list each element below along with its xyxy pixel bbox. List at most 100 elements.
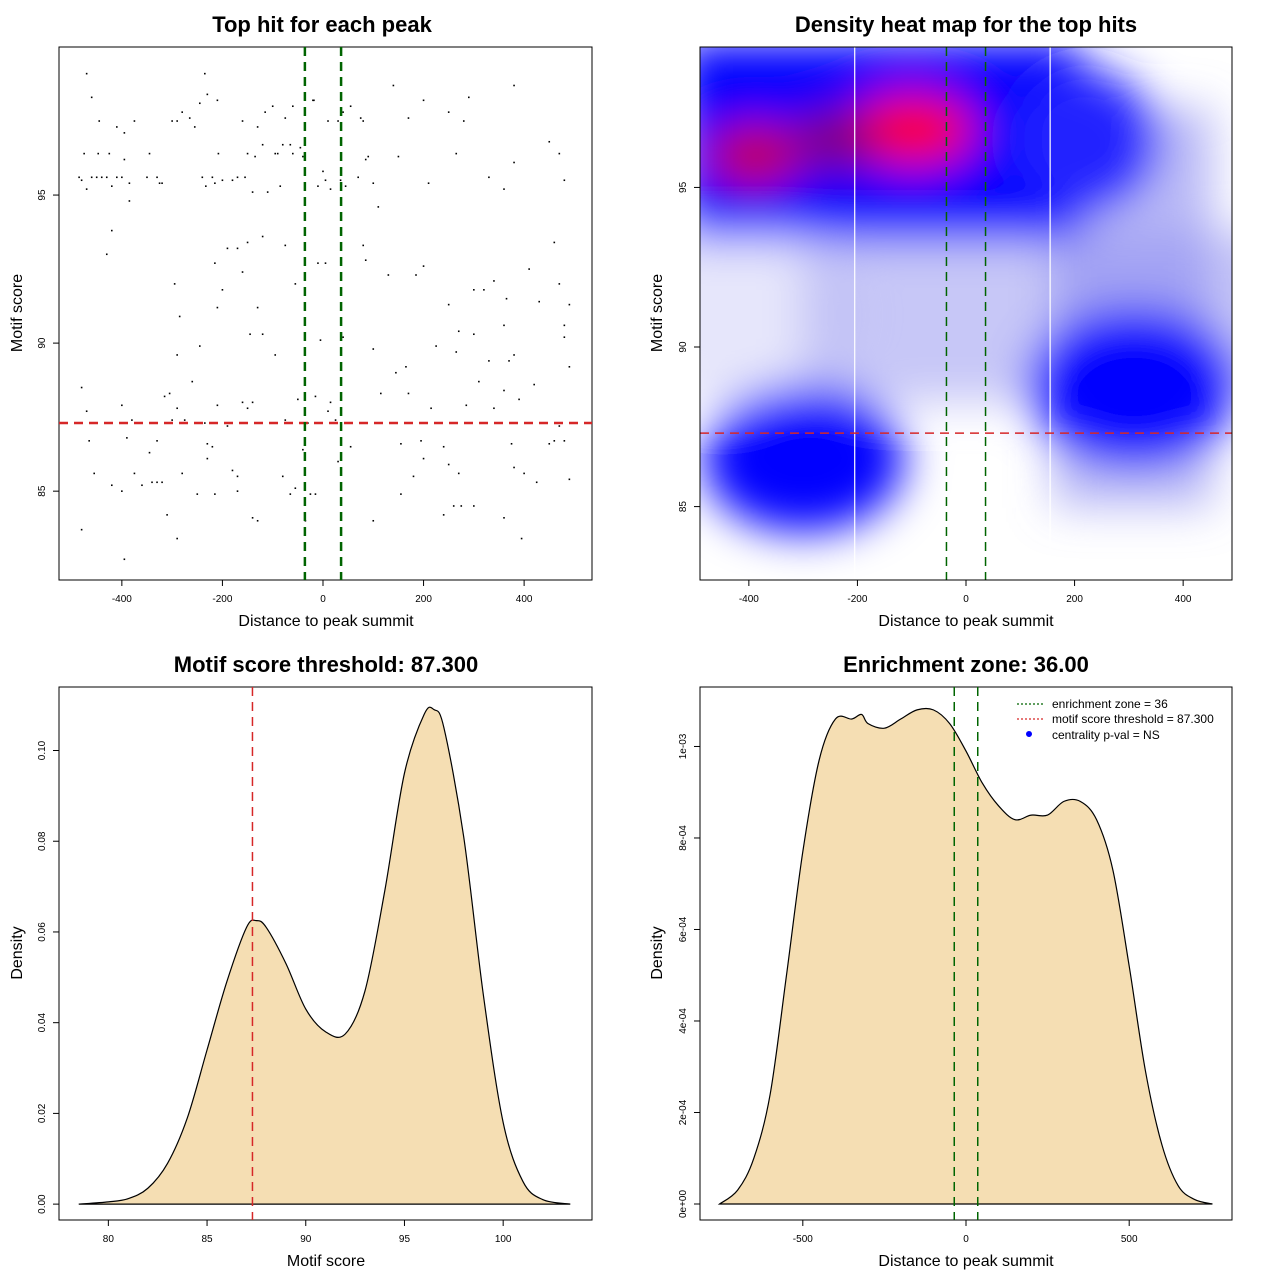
score-density-x-tick-label: 80 (103, 1234, 115, 1245)
distance-density-y-label: Density (649, 926, 666, 979)
distance-density-y-tick-label: 4e-04 (678, 1008, 689, 1034)
distance-density-area (717, 707, 1213, 1205)
heatmap-x-label: Distance to peak summit (878, 613, 1054, 630)
scatter-point (161, 182, 163, 185)
scatter-point (442, 445, 445, 448)
scatter-point (342, 111, 344, 113)
legend: enrichment zone = 36 motif score thresho… (1017, 697, 1214, 742)
scatter-point (407, 392, 410, 395)
scatter-point (503, 389, 505, 392)
scatter-point (508, 360, 510, 362)
scatter-point (214, 493, 216, 495)
scatter-point (392, 84, 395, 87)
scatter-point (344, 185, 347, 187)
scatter-point (493, 280, 495, 282)
scatter-point (216, 99, 219, 102)
scatter-point (93, 472, 95, 475)
heatmap-density-band (1015, 69, 1156, 210)
score-density-y-tick-label: 0.00 (37, 1194, 48, 1214)
scatter-point (276, 152, 279, 155)
scatter-x-label: Distance to peak summit (238, 613, 414, 630)
scatter-title: Top hit for each peak (212, 12, 432, 37)
scatter-point (116, 126, 118, 128)
scatter-point (468, 96, 470, 99)
scatter-x-tick-label: 0 (320, 594, 326, 605)
scatter-point (427, 182, 430, 185)
scatter-point (146, 176, 148, 179)
scatter-point (105, 176, 108, 179)
scatter-point (513, 354, 515, 356)
scatter-point (422, 457, 425, 460)
scatter-point (110, 484, 113, 487)
scatter-x-tick-label: -200 (212, 594, 232, 605)
scatter-point (362, 120, 365, 122)
scatter-point (249, 333, 251, 336)
scatter-point (533, 383, 535, 386)
scatter-point (407, 117, 410, 119)
scatter-point (553, 440, 556, 442)
scatter-point (105, 253, 108, 256)
scatter-point (271, 105, 274, 108)
scatter-point (211, 176, 214, 179)
heatmap-y-tick-label: 95 (678, 181, 689, 193)
heatmap-x-tick-label: 400 (1175, 594, 1192, 605)
score-density-x-axis: 80 85 90 95 100 (103, 1220, 512, 1245)
scatter-point (442, 514, 445, 516)
scatter-point (422, 265, 425, 267)
heatmap-x-tick-label: -200 (847, 594, 867, 605)
scatter-point (349, 105, 352, 108)
scatter-point (90, 176, 93, 179)
scatter-point (284, 244, 287, 247)
score-density-y-tick-label: 0.04 (37, 1013, 48, 1033)
scatter-point (563, 440, 566, 442)
scatter-point (400, 493, 402, 495)
scatter-point (309, 493, 312, 495)
scatter-point (188, 117, 191, 119)
scatter-point (503, 188, 505, 190)
scatter-point (198, 102, 201, 105)
heatmap-hotspot (849, 95, 974, 164)
scatter-point (131, 419, 133, 421)
scatter-point (163, 395, 166, 398)
scatter-point (274, 152, 277, 155)
scatter-point (412, 475, 415, 478)
scatter-point (377, 206, 380, 208)
scatter-point (447, 111, 450, 113)
scatter-point (97, 152, 100, 155)
scatter-point (281, 143, 284, 146)
scatter-point (216, 404, 219, 407)
scatter-point (324, 179, 327, 182)
scatter-point (284, 419, 287, 421)
scatter-point (568, 478, 571, 481)
scatter-point (264, 111, 266, 113)
scatter-point (168, 392, 171, 395)
scatter-point (266, 191, 269, 193)
distance-density-y-tick-label: 1e-03 (678, 733, 689, 759)
scatter-point (236, 475, 239, 478)
scatter-point (292, 152, 294, 155)
scatter-point (261, 143, 264, 146)
scatter-point (116, 176, 118, 179)
scatter-point (312, 99, 314, 102)
score-density-y-tick-label: 0.10 (37, 740, 48, 760)
scatter-point (221, 289, 224, 291)
distance-density-x-label: Distance to peak summit (878, 1253, 1054, 1270)
distance-density-y-tick-label: 8e-04 (678, 825, 689, 851)
scatter-point (156, 481, 158, 484)
scatter-point (251, 191, 254, 193)
scatter-point (430, 407, 432, 410)
scatter-point (171, 120, 173, 122)
score-density-y-label: Density (9, 926, 26, 979)
scatter-point (395, 371, 397, 374)
scatter-point (100, 176, 103, 179)
scatter-point (568, 303, 571, 306)
scatter-point (217, 152, 220, 155)
scatter-point (241, 271, 244, 273)
scatter-point (422, 99, 425, 102)
scatter-point (553, 241, 556, 244)
scatter-point (181, 472, 183, 475)
scatter-point (558, 283, 561, 285)
score-density-title: Motif score threshold: 87.300 (174, 652, 478, 677)
score-density-x-tick-label: 85 (201, 1234, 213, 1245)
scatter-point (503, 324, 505, 327)
